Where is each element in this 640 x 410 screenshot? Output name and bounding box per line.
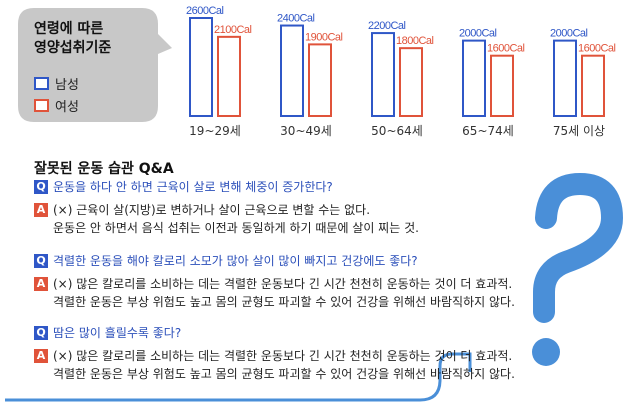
answer-line-1: (×) 근육이 살(지방)로 변하거나 살이 근육으로 변할 수는 없다.	[53, 203, 371, 217]
qa-title: 잘못된 운동 습관 Q&A	[34, 161, 174, 177]
category-label-1: 30~49세	[280, 124, 332, 138]
bar-male-0	[189, 17, 213, 117]
data-label-male-4: 2000Cal	[550, 28, 588, 40]
bar-male-4	[553, 39, 577, 117]
answer-line-1: (×) 많은 칼로리를 소비하는 데는 격렬한 운동보다 긴 시간 천천히 운동…	[53, 349, 513, 363]
a-badge: A	[34, 203, 48, 217]
question-2: Q 격렬한 운동을 해야 칼로리 소모가 많아 살이 많이 빠지고 건강에도 좋…	[34, 252, 418, 270]
category-label-2: 50~64세	[371, 124, 423, 138]
speech-bubble-shape	[18, 8, 172, 122]
answer-line-2: 격렬한 운동은 부상 위험도 높고 몸의 균형도 파괴할 수 있어 건강을 위해…	[53, 367, 515, 381]
question-text: 운동을 하다 안 하면 근육이 살로 변해 체중이 증가한다?	[53, 180, 333, 194]
data-label-male-0: 2600Cal	[186, 5, 224, 17]
bar-female-0	[217, 35, 241, 117]
legend-title: 연령에 따른 영양섭취기준	[34, 20, 111, 58]
answer-line-2: 운동은 안 하면서 음식 섭취는 이전과 동일하게 하기 때문에 살이 찌는 것…	[53, 221, 419, 235]
data-label-male-3: 2000Cal	[459, 28, 497, 40]
female-swatch	[34, 99, 49, 112]
q-badge: Q	[34, 180, 48, 194]
bar-female-1	[308, 43, 332, 118]
answer-line-2: 격렬한 운동은 부상 위험도 높고 몸의 균형도 파괴할 수 있어 건강을 위해…	[53, 295, 515, 309]
data-label-female-0: 2100Cal	[214, 24, 252, 36]
data-label-male-2: 2200Cal	[368, 20, 406, 32]
data-label-female-2: 1800Cal	[396, 35, 434, 47]
bar-male-1	[280, 24, 304, 118]
legend-bubble: 연령에 따른 영양섭취기준 남성 여성	[14, 4, 172, 122]
q-badge: Q	[34, 326, 48, 340]
q-badge: Q	[34, 254, 48, 268]
category-label-3: 65~74세	[462, 124, 514, 138]
answer-line-1: (×) 많은 칼로리를 소비하는 데는 격렬한 운동보다 긴 시간 천천히 운동…	[53, 277, 513, 291]
question-mark-dot	[532, 338, 560, 366]
calorie-bar-chart: 2600Cal 2100Cal 19~29세 2400Cal 1900Cal 30~49세…	[186, 5, 616, 138]
question-text: 격렬한 운동을 해야 칼로리 소모가 많아 살이 많이 빠지고 건강에도 좋다?	[53, 254, 418, 268]
category-label-4: 75세 이상	[553, 124, 605, 138]
frame-line	[5, 352, 472, 402]
legend-item-male: 남성	[34, 74, 79, 93]
data-label-female-1: 1900Cal	[305, 31, 343, 43]
male-label: 남성	[55, 78, 79, 93]
question-1: Q 운동을 하다 안 하면 근육이 살로 변해 체중이 증가한다?	[34, 178, 333, 196]
answer-3: A (×) 많은 칼로리를 소비하는 데는 격렬한 운동보다 긴 시간 천천히 …	[34, 347, 515, 383]
answer-1: A (×) 근육이 살(지방)로 변하거나 살이 근육으로 변할 수는 없다. …	[34, 201, 419, 237]
category-label-0: 19~29세	[189, 124, 241, 138]
bar-female-2	[399, 47, 423, 117]
female-label: 여성	[55, 100, 79, 115]
question-3: Q 땀은 많이 흘릴수록 좋다?	[34, 324, 181, 342]
data-label-female-4: 1600Cal	[578, 43, 616, 55]
legend-title-line1: 연령에 따른	[34, 21, 104, 37]
question-mark-curve	[533, 172, 624, 323]
male-swatch	[34, 77, 49, 90]
legend-title-line2: 영양섭취기준	[34, 40, 112, 56]
answer-2: A (×) 많은 칼로리를 소비하는 데는 격렬한 운동보다 긴 시간 천천히 …	[34, 275, 515, 311]
bar-female-3	[490, 54, 514, 117]
data-label-male-1: 2400Cal	[277, 13, 315, 25]
a-badge: A	[34, 349, 48, 363]
bar-male-3	[462, 39, 486, 117]
bar-male-2	[371, 32, 395, 118]
question-text: 땀은 많이 흘릴수록 좋다?	[53, 326, 182, 340]
a-badge: A	[34, 277, 48, 291]
legend-item-female: 여성	[34, 96, 79, 115]
data-label-female-3: 1600Cal	[487, 43, 525, 55]
bar-female-4	[581, 54, 605, 117]
